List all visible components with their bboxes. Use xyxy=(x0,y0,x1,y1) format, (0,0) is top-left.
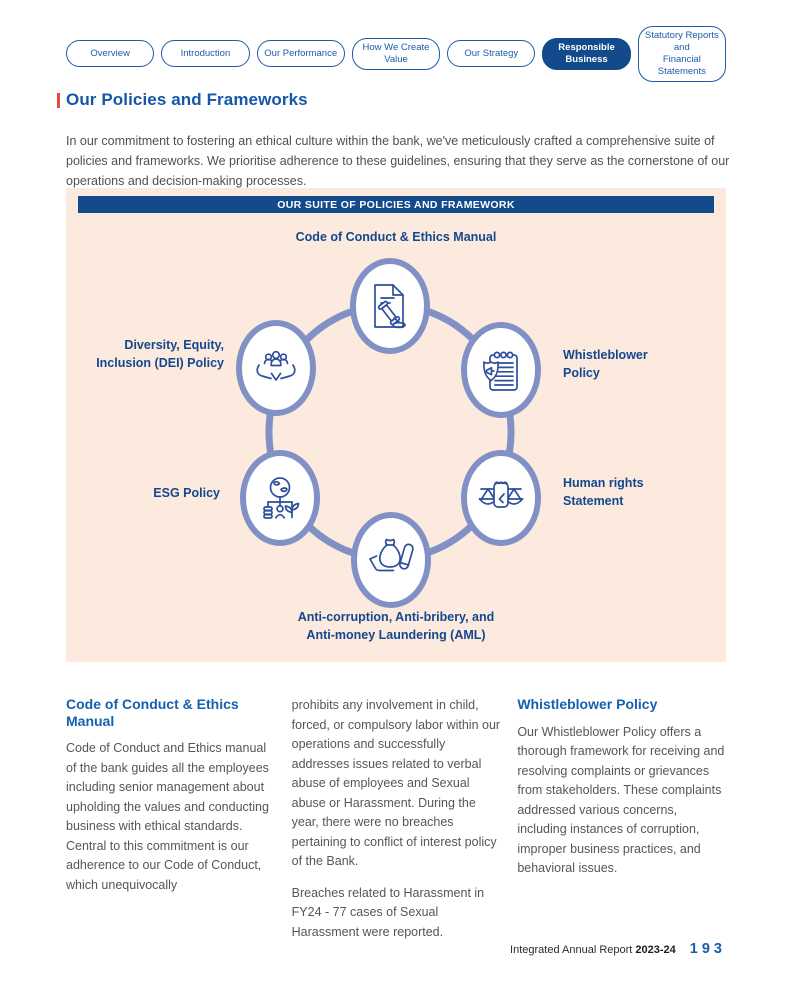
tab-label: Our Performance xyxy=(264,47,338,59)
node-circle-aml xyxy=(351,512,431,608)
node-circle-whistleblower xyxy=(461,322,541,418)
page-title: Our Policies and Frameworks xyxy=(66,90,308,109)
tab-introduction[interactable]: Introduction xyxy=(161,40,250,68)
node-label-code-of-conduct: Code of Conduct & Ethics Manual xyxy=(295,230,497,244)
column-paragraph: prohibits any involvement in child, forc… xyxy=(291,698,501,868)
title-accent-bar xyxy=(57,93,60,108)
clipboard-shield-megaphone-icon xyxy=(483,351,518,391)
globe-sustainability-icon xyxy=(263,477,300,519)
footer-brand: Integrated Annual Report xyxy=(510,944,633,956)
node-circle-code-of-conduct xyxy=(350,258,430,354)
document-gavel-icon xyxy=(374,284,406,329)
column-continuation: prohibits any involvement in child, forc… xyxy=(292,696,501,954)
fist-scales-icon xyxy=(478,481,524,508)
footer-year: 2023-24 xyxy=(635,944,676,956)
tab-how-we-create-value[interactable]: How We Create Value xyxy=(351,37,441,70)
column-heading: Code of Conduct & Ethics Manual xyxy=(66,696,239,729)
tab-label: Overview xyxy=(90,47,130,59)
body-columns: Code of Conduct & Ethics Manual Code of … xyxy=(66,696,726,954)
tab-label: Our Strategy xyxy=(464,47,519,59)
section-title-row: Our Policies and Frameworks xyxy=(57,90,308,110)
policy-ring-diagram xyxy=(236,258,541,608)
column-paragraph: Breaches related to Harassment in FY24 -… xyxy=(291,885,485,939)
column-heading: Whistleblower Policy xyxy=(517,696,658,712)
tab-responsible-business[interactable]: Responsible Business xyxy=(542,37,631,70)
column-code-of-conduct: Code of Conduct & Ethics Manual Code of … xyxy=(66,696,275,954)
diagram-header-bar: OUR SUITE OF POLICIES AND FRAMEWORK xyxy=(78,196,714,213)
column-paragraph: Code of Conduct and Ethics manual of the… xyxy=(66,741,269,892)
top-nav: Overview Introduction Our Performance Ho… xyxy=(66,26,726,82)
tab-our-strategy[interactable]: Our Strategy xyxy=(447,40,536,68)
tab-label: How We Create Value xyxy=(362,41,430,65)
node-label-esg: ESG Policy xyxy=(153,486,220,500)
hand-money-bag-icon xyxy=(369,538,414,572)
column-paragraph: Our Whistleblower Policy offers a thorou… xyxy=(517,724,725,876)
node-circle-dei xyxy=(236,320,316,416)
intro-paragraph: In our commitment to fostering an ethica… xyxy=(66,133,730,189)
node-label-human-rights: Human rights Statement xyxy=(563,476,644,509)
node-label-whistleblower: Whistleblower Policy xyxy=(563,348,648,381)
footer-report-title: Integrated Annual Report 2023-24 xyxy=(510,944,676,956)
page-footer: Integrated Annual Report 2023-24 193 xyxy=(510,941,726,957)
tab-statutory-reports[interactable]: Statutory Reports and Financial Statemen… xyxy=(637,26,726,82)
hands-people-icon xyxy=(256,350,296,381)
tab-our-performance[interactable]: Our Performance xyxy=(256,40,345,68)
page-number: 193 xyxy=(689,941,726,957)
node-label-dei: Diversity, Equity, Inclusion (DEI) Polic… xyxy=(96,338,224,371)
tab-overview[interactable]: Overview xyxy=(66,40,155,68)
tab-label: Statutory Reports and Financial Statemen… xyxy=(644,30,719,77)
column-whistleblower: Whistleblower Policy Our Whistleblower P… xyxy=(517,696,726,954)
policies-diagram-panel: OUR SUITE OF POLICIES AND FRAMEWORK xyxy=(66,188,726,662)
tab-label: Introduction xyxy=(180,47,231,59)
tab-label: Responsible Business xyxy=(558,41,615,65)
node-label-aml: Anti-corruption, Anti-bribery, and Anti-… xyxy=(297,610,495,643)
